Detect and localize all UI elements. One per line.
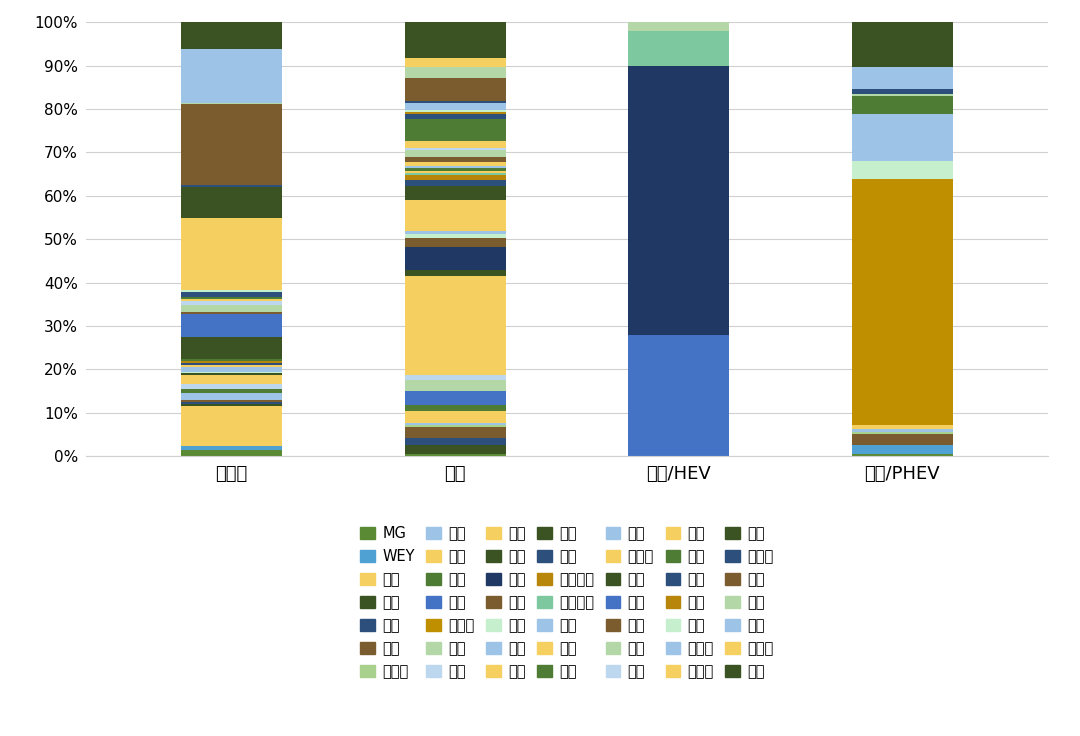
Bar [405,186,505,200]
Bar [852,67,953,89]
Bar [852,445,953,454]
Bar [181,337,282,359]
Bar [852,454,953,456]
Bar [405,454,505,456]
Bar [181,373,282,375]
Bar [181,406,282,446]
Bar [181,290,282,292]
Bar [852,425,953,430]
Bar [405,276,505,375]
Bar [405,200,505,231]
Bar [405,233,505,238]
Bar [405,175,505,180]
Bar [852,114,953,159]
Bar [181,292,282,297]
Bar [181,361,282,363]
Bar [405,58,505,67]
Bar [405,103,505,110]
Bar [405,231,505,233]
Bar [405,162,505,166]
Bar [181,185,282,187]
Bar [629,31,729,66]
Bar [181,375,282,384]
Bar [629,22,729,31]
Bar [852,93,953,96]
Bar [405,169,505,171]
Bar [181,384,282,389]
Bar [405,425,505,427]
Bar [405,405,505,411]
Bar [405,150,505,157]
Bar [405,427,505,439]
Bar [405,439,505,445]
Bar [405,445,505,454]
Bar [405,269,505,276]
Bar [181,372,282,373]
Bar [405,166,505,169]
Bar [181,450,282,456]
Bar [181,402,282,404]
Bar [852,161,953,179]
Bar [405,411,505,422]
Bar [181,367,282,372]
Bar [405,173,505,175]
Bar [181,49,282,102]
Bar [405,375,505,380]
Bar [405,78,505,101]
Bar [405,67,505,78]
Bar [405,247,505,269]
Bar [629,66,729,335]
Bar [852,159,953,161]
Bar [181,363,282,365]
Bar [181,393,282,400]
Bar [181,187,282,218]
Bar [852,22,953,67]
Bar [405,101,505,103]
Bar [181,446,282,450]
Bar [181,389,282,393]
Bar [629,335,729,456]
Bar [405,380,505,391]
Bar [181,359,282,361]
Bar [181,365,282,367]
Bar [852,96,953,114]
Bar [181,312,282,314]
Bar [405,391,505,405]
Bar [181,299,282,301]
Bar [181,297,282,299]
Legend: MG, WEY, 埃安, 奥迪, 宝骏, 宝马, 保时捷, 北京, 奔驰, 奔腾, 本田, 比亚迪, 别克, 传祺, 大众, 东风, 丰田, 福特, 哈弗, 红: MG, WEY, 埃安, 奥迪, 宝骏, 宝马, 保时捷, 北京, 奔驰, 奔腾… [354,520,780,685]
Bar [405,148,505,150]
Bar [852,89,953,93]
Bar [181,102,282,104]
Bar [181,218,282,290]
Bar [405,180,505,186]
Bar [181,104,282,185]
Bar [405,22,505,58]
Bar [405,422,505,425]
Bar [852,430,953,432]
Bar [181,305,282,312]
Bar [405,118,505,141]
Bar [405,110,505,112]
Bar [852,179,953,425]
Bar [181,22,282,49]
Bar [405,114,505,118]
Bar [181,301,282,305]
Bar [181,400,282,402]
Bar [405,238,505,247]
Bar [405,157,505,162]
Bar [852,432,953,434]
Bar [181,404,282,406]
Bar [405,171,505,173]
Bar [405,112,505,114]
Bar [852,434,953,445]
Bar [405,141,505,148]
Bar [181,314,282,337]
